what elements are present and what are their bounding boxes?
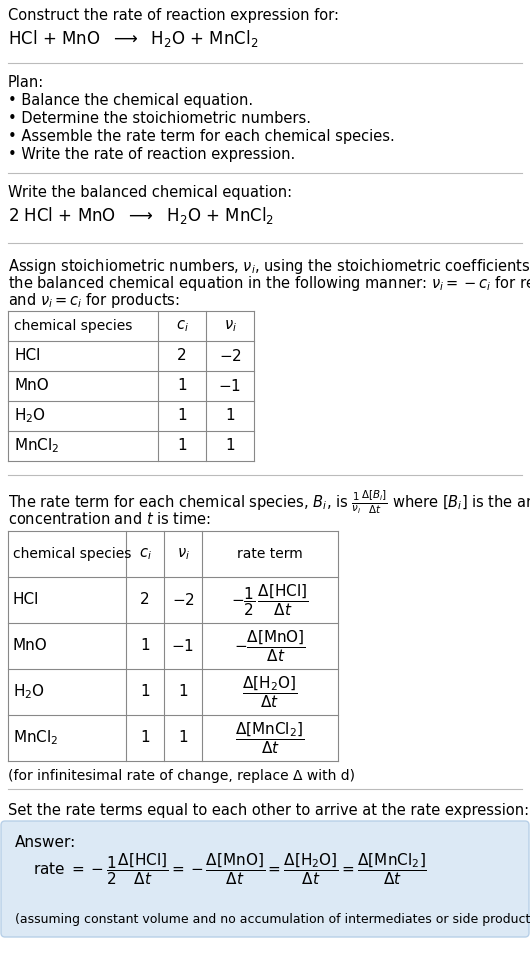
Text: chemical species: chemical species [13,547,131,561]
Text: $-$1: $-$1 [218,378,242,394]
Text: $\nu_i$: $\nu_i$ [176,547,190,562]
Text: $c_i$: $c_i$ [175,318,189,334]
Text: (assuming constant volume and no accumulation of intermediates or side products): (assuming constant volume and no accumul… [15,913,530,925]
Text: 2: 2 [140,592,150,607]
Text: chemical species: chemical species [14,319,132,333]
Text: 1: 1 [178,684,188,700]
Text: Plan:: Plan: [8,75,44,90]
Text: 1: 1 [140,684,150,700]
Text: MnCl$_2$: MnCl$_2$ [14,436,59,456]
Text: and $\nu_i = c_i$ for products:: and $\nu_i = c_i$ for products: [8,291,180,310]
Text: rate $= -\dfrac{1}{2}\dfrac{\Delta[\mathrm{HCl}]}{\Delta t} = -\dfrac{\Delta[\ma: rate $= -\dfrac{1}{2}\dfrac{\Delta[\math… [33,851,427,887]
Text: 1: 1 [177,438,187,454]
Text: the balanced chemical equation in the following manner: $\nu_i = -c_i$ for react: the balanced chemical equation in the fo… [8,274,530,293]
Text: HCl: HCl [13,592,39,607]
Text: $\nu_i$: $\nu_i$ [224,318,236,334]
Text: 2: 2 [177,348,187,363]
Text: • Determine the stoichiometric numbers.: • Determine the stoichiometric numbers. [8,111,311,126]
Text: $-$1: $-$1 [172,638,195,654]
Text: 1: 1 [178,730,188,746]
Text: The rate term for each chemical species, $B_i$, is $\frac{1}{\nu_i}\frac{\Delta[: The rate term for each chemical species,… [8,489,530,516]
Text: 1: 1 [225,438,235,454]
Text: 1: 1 [177,409,187,424]
Text: MnO: MnO [14,379,49,393]
Text: 1: 1 [140,730,150,746]
Text: 1: 1 [177,379,187,393]
Text: Write the balanced chemical equation:: Write the balanced chemical equation: [8,185,292,200]
Text: Assign stoichiometric numbers, $\nu_i$, using the stoichiometric coefficients, $: Assign stoichiometric numbers, $\nu_i$, … [8,257,530,276]
Text: 2 HCl + MnO  $\longrightarrow$  H$_2$O + MnCl$_2$: 2 HCl + MnO $\longrightarrow$ H$_2$O + M… [8,205,274,226]
Text: $-$2: $-$2 [218,348,242,364]
Text: $c_i$: $c_i$ [138,547,152,562]
Text: MnCl$_2$: MnCl$_2$ [13,729,58,748]
Text: • Assemble the rate term for each chemical species.: • Assemble the rate term for each chemic… [8,129,395,144]
Text: $-\dfrac{1}{2}\,\dfrac{\Delta[\mathrm{HCl}]}{\Delta t}$: $-\dfrac{1}{2}\,\dfrac{\Delta[\mathrm{HC… [231,582,309,618]
Text: $-\dfrac{\Delta[\mathrm{MnO}]}{\Delta t}$: $-\dfrac{\Delta[\mathrm{MnO}]}{\Delta t}… [234,629,306,664]
Text: $\dfrac{\Delta[\mathrm{H_2O}]}{\Delta t}$: $\dfrac{\Delta[\mathrm{H_2O}]}{\Delta t}… [242,674,298,710]
Text: 1: 1 [140,638,150,654]
Text: 1: 1 [225,409,235,424]
Text: HCl + MnO  $\longrightarrow$  H$_2$O + MnCl$_2$: HCl + MnO $\longrightarrow$ H$_2$O + MnC… [8,28,258,49]
Text: H$_2$O: H$_2$O [14,407,46,426]
Text: concentration and $t$ is time:: concentration and $t$ is time: [8,511,211,527]
Text: HCl: HCl [14,348,40,363]
Text: rate term: rate term [237,547,303,561]
Text: $-$2: $-$2 [172,592,195,608]
Text: • Balance the chemical equation.: • Balance the chemical equation. [8,93,253,108]
Text: $\dfrac{\Delta[\mathrm{MnCl_2}]}{\Delta t}$: $\dfrac{\Delta[\mathrm{MnCl_2}]}{\Delta … [235,720,305,755]
FancyBboxPatch shape [1,821,529,937]
Text: • Write the rate of reaction expression.: • Write the rate of reaction expression. [8,147,295,162]
Text: MnO: MnO [13,638,48,654]
Text: Answer:: Answer: [15,835,76,850]
Text: H$_2$O: H$_2$O [13,682,45,702]
Text: Set the rate terms equal to each other to arrive at the rate expression:: Set the rate terms equal to each other t… [8,803,529,818]
Text: (for infinitesimal rate of change, replace Δ with d): (for infinitesimal rate of change, repla… [8,769,355,783]
Text: Construct the rate of reaction expression for:: Construct the rate of reaction expressio… [8,8,339,23]
